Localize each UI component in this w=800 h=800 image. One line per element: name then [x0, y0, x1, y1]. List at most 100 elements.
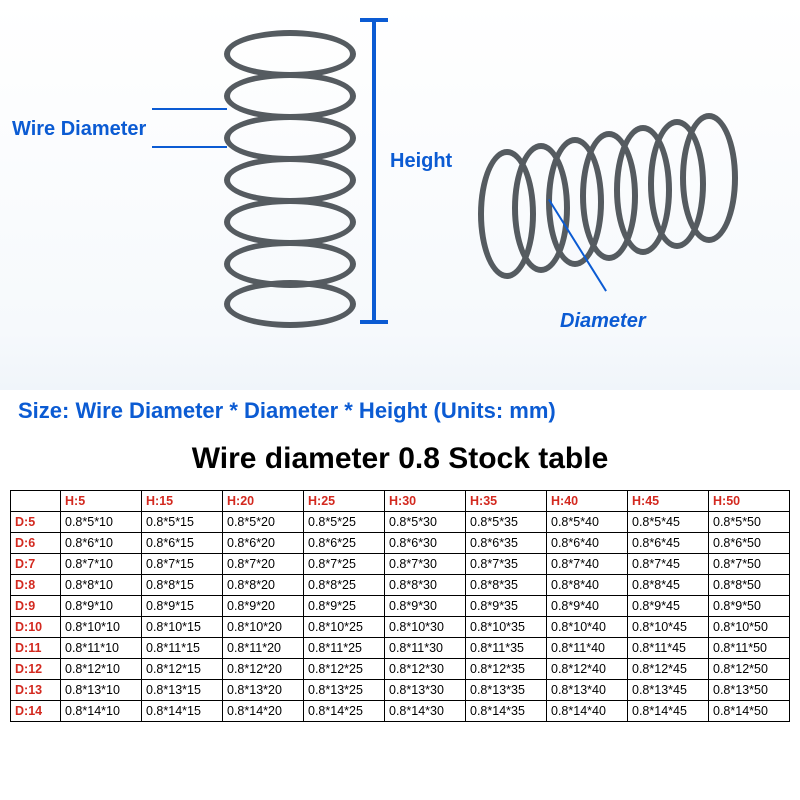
stock-table-cell: 0.8*5*30: [385, 512, 466, 533]
spring-coil: [224, 72, 356, 120]
stock-table-cell: 0.8*9*30: [385, 596, 466, 617]
stock-table-cell: 0.8*10*45: [628, 617, 709, 638]
stock-table-container: H:5H:15H:20H:25H:30H:35H:40H:45H:50 D:50…: [0, 490, 800, 734]
stock-table-cell: 0.8*9*20: [223, 596, 304, 617]
height-dimension-cap-top: [360, 18, 388, 22]
spring-coil: [224, 280, 356, 328]
stock-table-cell: 0.8*7*50: [709, 554, 790, 575]
stock-table-col-header: H:25: [304, 491, 385, 512]
stock-table-row-header: D:7: [11, 554, 61, 575]
stock-table-cell: 0.8*6*30: [385, 533, 466, 554]
stock-table-cell: 0.8*13*45: [628, 680, 709, 701]
stock-table-cell: 0.8*9*15: [142, 596, 223, 617]
stock-table-cell: 0.8*10*10: [61, 617, 142, 638]
stock-table-cell: 0.8*14*35: [466, 701, 547, 722]
stock-table-cell: 0.8*11*40: [547, 638, 628, 659]
stock-table-cell: 0.8*12*25: [304, 659, 385, 680]
stock-table-cell: 0.8*5*25: [304, 512, 385, 533]
stock-table-cell: 0.8*14*45: [628, 701, 709, 722]
stock-table-cell: 0.8*13*15: [142, 680, 223, 701]
stock-table-cell: 0.8*11*20: [223, 638, 304, 659]
stock-table-col-header: H:50: [709, 491, 790, 512]
stock-table-cell: 0.8*10*20: [223, 617, 304, 638]
stock-table-cell: 0.8*12*20: [223, 659, 304, 680]
stock-table-cell: 0.8*12*15: [142, 659, 223, 680]
stock-table-cell: 0.8*10*25: [304, 617, 385, 638]
stock-table-cell: 0.8*8*35: [466, 575, 547, 596]
table-row: D:70.8*7*100.8*7*150.8*7*200.8*7*250.8*7…: [11, 554, 790, 575]
stock-table-cell: 0.8*6*45: [628, 533, 709, 554]
stock-table-cell: 0.8*6*15: [142, 533, 223, 554]
stock-table-cell: 0.8*5*45: [628, 512, 709, 533]
stock-table-row-header: D:14: [11, 701, 61, 722]
spring-coil: [224, 156, 356, 204]
stock-table-col-header: H:5: [61, 491, 142, 512]
stock-table-col-header: H:45: [628, 491, 709, 512]
stock-table-cell: 0.8*10*30: [385, 617, 466, 638]
stock-table-cell: 0.8*7*40: [547, 554, 628, 575]
height-label: Height: [390, 150, 452, 173]
table-row: D:100.8*10*100.8*10*150.8*10*200.8*10*25…: [11, 617, 790, 638]
stock-table-cell: 0.8*9*10: [61, 596, 142, 617]
table-row: D:50.8*5*100.8*5*150.8*5*200.8*5*250.8*5…: [11, 512, 790, 533]
spring-coil: [224, 30, 356, 78]
stock-table-cell: 0.8*11*50: [709, 638, 790, 659]
diagram-area: Wire Diameter Height Diameter: [0, 0, 800, 390]
stock-table-cell: 0.8*7*10: [61, 554, 142, 575]
stock-table-cell: 0.8*7*30: [385, 554, 466, 575]
stock-table-cell: 0.8*6*20: [223, 533, 304, 554]
stock-table-cell: 0.8*14*30: [385, 701, 466, 722]
table-row: D:110.8*11*100.8*11*150.8*11*200.8*11*25…: [11, 638, 790, 659]
stock-table-cell: 0.8*14*15: [142, 701, 223, 722]
spring-coil: [224, 114, 356, 162]
stock-table-cell: 0.8*8*45: [628, 575, 709, 596]
stock-table-col-header: H:30: [385, 491, 466, 512]
stock-table-cell: 0.8*13*10: [61, 680, 142, 701]
wire-diameter-label: Wire Diameter: [12, 118, 146, 141]
table-row: D:130.8*13*100.8*13*150.8*13*200.8*13*25…: [11, 680, 790, 701]
stock-table-cell: 0.8*5*20: [223, 512, 304, 533]
stock-table-cell: 0.8*12*40: [547, 659, 628, 680]
table-row: D:140.8*14*100.8*14*150.8*14*200.8*14*25…: [11, 701, 790, 722]
table-row: D:90.8*9*100.8*9*150.8*9*200.8*9*250.8*9…: [11, 596, 790, 617]
stock-table-cell: 0.8*6*25: [304, 533, 385, 554]
stock-table-cell: 0.8*6*50: [709, 533, 790, 554]
stock-table-cell: 0.8*7*20: [223, 554, 304, 575]
stock-table-cell: 0.8*5*40: [547, 512, 628, 533]
stock-table-cell: 0.8*13*25: [304, 680, 385, 701]
stock-table-cell: 0.8*9*35: [466, 596, 547, 617]
stock-table-cell: 0.8*5*50: [709, 512, 790, 533]
wire-diameter-callout-line: [152, 108, 227, 110]
stock-table-row-header: D:10: [11, 617, 61, 638]
stock-table-cell: 0.8*7*35: [466, 554, 547, 575]
table-row: D:60.8*6*100.8*6*150.8*6*200.8*6*250.8*6…: [11, 533, 790, 554]
stock-table-cell: 0.8*6*40: [547, 533, 628, 554]
stock-table-cell: 0.8*8*10: [61, 575, 142, 596]
stock-table-row-header: D:6: [11, 533, 61, 554]
stock-table-col-header: H:40: [547, 491, 628, 512]
stock-table-row-header: D:12: [11, 659, 61, 680]
stock-table-head: H:5H:15H:20H:25H:30H:35H:40H:45H:50: [11, 491, 790, 512]
stock-table-cell: 0.8*13*50: [709, 680, 790, 701]
table-row: D:80.8*8*100.8*8*150.8*8*200.8*8*250.8*8…: [11, 575, 790, 596]
stock-table-cell: 0.8*9*50: [709, 596, 790, 617]
stock-table-cell: 0.8*8*30: [385, 575, 466, 596]
stock-table-cell: 0.8*5*10: [61, 512, 142, 533]
stock-table-cell: 0.8*8*20: [223, 575, 304, 596]
stock-table-cell: 0.8*5*15: [142, 512, 223, 533]
stock-table-cell: 0.8*9*40: [547, 596, 628, 617]
spring-coil: [680, 113, 738, 243]
stock-table-cell: 0.8*10*50: [709, 617, 790, 638]
stock-table-row-header: D:9: [11, 596, 61, 617]
stock-table-cell: 0.8*11*45: [628, 638, 709, 659]
stock-table-cell: 0.8*6*10: [61, 533, 142, 554]
height-dimension-cap-bottom: [360, 320, 388, 324]
stock-table-col-header: H:20: [223, 491, 304, 512]
stock-table-cell: 0.8*8*40: [547, 575, 628, 596]
stock-table-cell: 0.8*8*25: [304, 575, 385, 596]
diameter-label: Diameter: [560, 310, 646, 333]
stock-table-cell: 0.8*11*15: [142, 638, 223, 659]
stock-table-cell: 0.8*14*10: [61, 701, 142, 722]
stock-table-cell: 0.8*11*30: [385, 638, 466, 659]
stock-table-cell: 0.8*10*15: [142, 617, 223, 638]
